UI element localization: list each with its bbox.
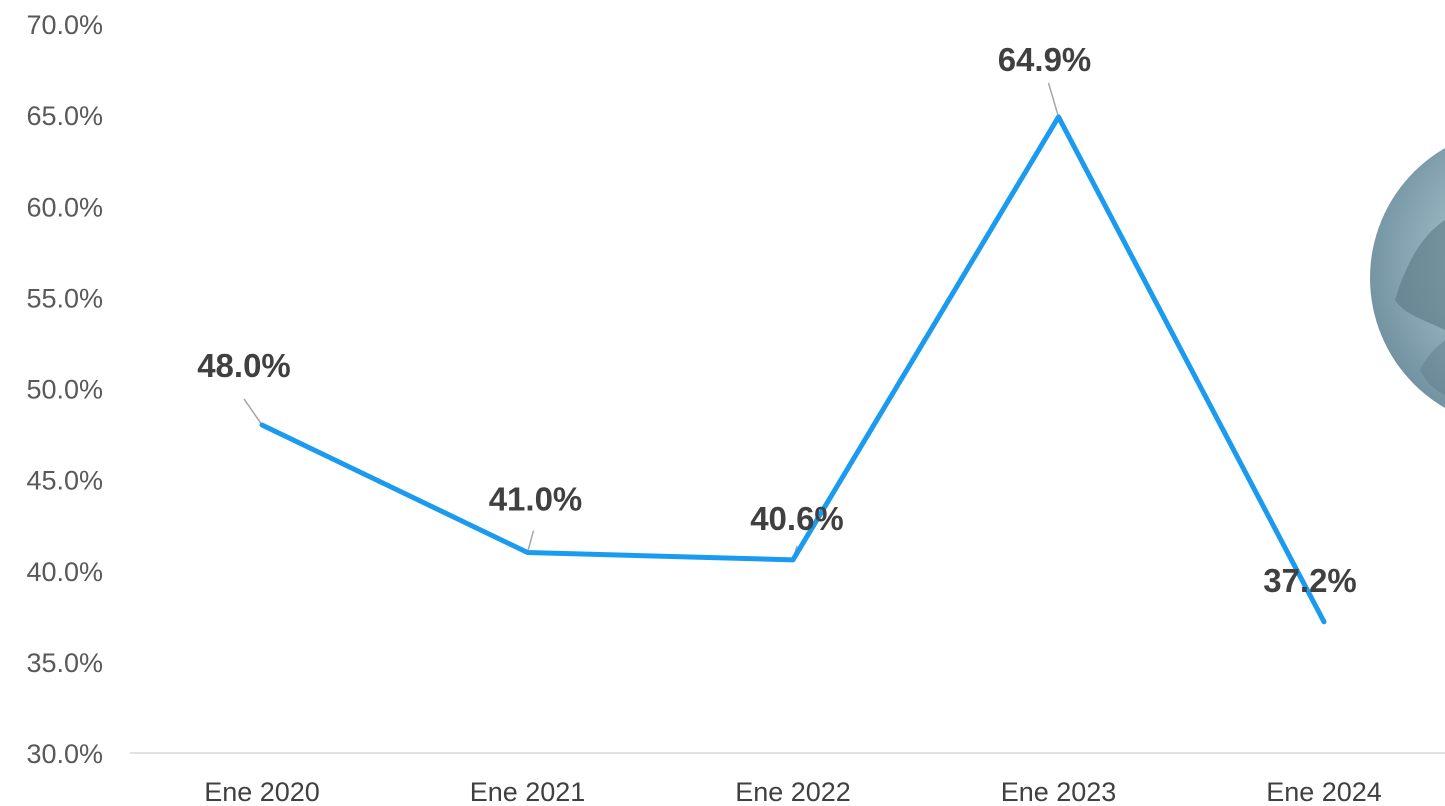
y-tick-label: 45.0%	[26, 466, 103, 496]
x-tick-label: Ene 2024	[1266, 777, 1382, 806]
data-label-leader	[1047, 82, 1060, 118]
y-tick-label: 40.0%	[26, 557, 103, 587]
data-label: 64.9%	[998, 41, 1092, 78]
decorative-photo-circle	[1370, 148, 1445, 408]
y-tick-label: 30.0%	[26, 739, 103, 769]
y-tick-label: 35.0%	[26, 648, 103, 678]
x-tick-label: Ene 2022	[735, 777, 851, 806]
x-tick-label: Ene 2020	[204, 777, 320, 806]
series-layer	[259, 114, 1327, 625]
x-axis-ticks: Ene 2020 Ene 2021 Ene 2022 Ene 2023 Ene 2024	[204, 777, 1382, 806]
y-tick-label: 60.0%	[26, 192, 103, 222]
y-tick-label: 50.0%	[26, 375, 103, 405]
y-tick-label: 70.0%	[26, 10, 103, 40]
x-tick-label: Ene 2023	[1001, 777, 1117, 806]
data-label-leaders	[243, 82, 1325, 623]
data-label: 40.6%	[750, 500, 844, 537]
data-labels: 48.0% 41.0% 40.6% 64.9% 37.2%	[197, 41, 1357, 599]
data-label-leader	[526, 530, 535, 553]
data-label: 48.0%	[197, 347, 291, 384]
y-tick-label: 65.0%	[26, 101, 103, 131]
data-label: 37.2%	[1263, 562, 1357, 599]
data-label: 41.0%	[489, 481, 583, 518]
y-tick-label: 55.0%	[26, 283, 103, 313]
x-tick-label: Ene 2021	[470, 777, 586, 806]
data-label-leader	[243, 398, 263, 426]
y-axis-ticks: 30.0% 35.0% 40.0% 45.0% 50.0% 55.0% 60.0% 65.0%…	[26, 10, 103, 769]
series-line	[259, 114, 1327, 625]
